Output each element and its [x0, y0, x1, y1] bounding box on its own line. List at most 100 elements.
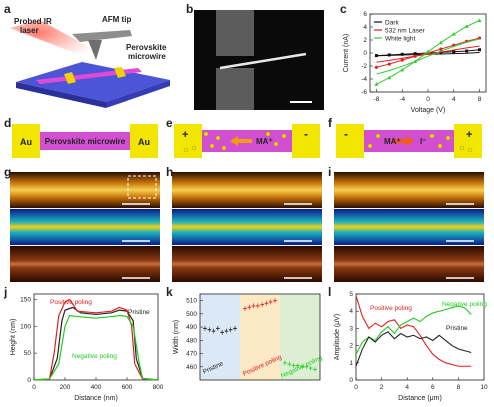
ion-dots-e — [183, 131, 287, 153]
sem-electrode-bottom — [216, 68, 254, 110]
ion-label-f2: I⁻ — [420, 137, 426, 146]
panel-letter-e: e — [166, 116, 173, 130]
data-point-c — [413, 52, 417, 56]
x-axis-label-j: Distance (nm) — [74, 395, 118, 402]
panel-l-amplitude-chart: 0 2 4 6 8 10 0 1 2 3 4 5 Distance (μm) Amplitude (μV)… — [334, 291, 488, 402]
topography-map-g — [10, 172, 160, 208]
panel-letter-g: g — [4, 165, 12, 179]
ir-laser-label-2: laser — [20, 26, 39, 35]
data-point-c — [400, 58, 404, 62]
electrode-left-d — [12, 124, 40, 158]
data-point-c — [439, 47, 443, 51]
y-tick-label-j: 50 — [24, 350, 32, 357]
electrode-left — [64, 72, 76, 84]
sem-electrode-top — [216, 10, 254, 56]
y-axis-label-l: Amplitude (μV) — [334, 314, 341, 360]
y-tick-label-c: -4 — [361, 76, 367, 83]
x-tick-label-l: 4 — [405, 384, 409, 391]
substrate-side — [106, 80, 170, 108]
data-point-c — [400, 52, 404, 56]
x-tick-label-c: 0 — [426, 96, 430, 103]
y-tick-label-c: -6 — [361, 89, 367, 96]
series-line-c — [376, 38, 480, 75]
annotation-negative-l: Negative poling — [442, 301, 487, 308]
x-tick-label-c: 8 — [478, 96, 482, 103]
wire-d — [40, 132, 130, 150]
topography-map-h — [172, 172, 322, 208]
data-point-c — [477, 18, 482, 22]
afm-cantilever — [72, 30, 132, 42]
ion-label-f1: MA⁺ — [384, 137, 401, 146]
ir-laser-label-1: Probed IR — [14, 17, 52, 26]
y-axis-label-k: Width (nm) — [173, 320, 180, 354]
sign-left-e: + — [182, 129, 188, 141]
series-line-l — [355, 295, 472, 367]
afm-tip-label: AFM tip — [102, 15, 131, 24]
x-tick-label-j: 600 — [122, 384, 133, 391]
y-tick-label-c: 0 — [363, 50, 367, 57]
series-line-j — [33, 314, 159, 381]
x-tick-label-c: -8 — [374, 96, 380, 103]
substrate-top — [16, 62, 170, 102]
y-tick-label-j: 100 — [20, 323, 31, 330]
y-tick-label-c: 4 — [363, 24, 367, 31]
data-point-c — [464, 24, 469, 28]
group-band-k — [200, 294, 240, 380]
y-tick-label-l: 5 — [349, 291, 353, 298]
ion-arrow-f — [392, 136, 414, 146]
panel-f-device: - + MA⁺ I⁻ — [336, 124, 482, 158]
annotation-positive-j: Positive poling — [50, 299, 92, 306]
microwire — [36, 68, 142, 84]
annotation-pristine-l: Pristine — [446, 325, 468, 332]
y-tick-label-k: 500 — [186, 311, 197, 318]
x-tick-label-c: -4 — [399, 96, 405, 103]
panel-a-schematic: Probed IR laser AFM tip Perovskite micro… — [10, 15, 170, 108]
x-tick-label-l: 8 — [457, 384, 461, 391]
panel-letter-d: d — [4, 116, 12, 130]
data-point-c — [451, 32, 456, 36]
x-tick-label-j: 800 — [153, 384, 164, 391]
legend-label-c: Dark — [385, 20, 399, 27]
electrode-right-d — [130, 124, 158, 158]
panel-letter-a: a — [4, 2, 11, 16]
series-line-l — [355, 331, 472, 367]
afm-tip — [88, 40, 102, 60]
annotation-positive-l: Positive poling — [370, 305, 412, 312]
substrate-front — [16, 82, 106, 108]
ion-dots-f — [367, 133, 473, 153]
panel-h-afm-maps — [172, 172, 322, 282]
panel-letter-k: k — [166, 285, 173, 299]
x-tick-label-j: 400 — [91, 384, 102, 391]
legend-label-c: 532 nm Laser — [385, 28, 426, 35]
microwire-label-2: microwire — [128, 52, 166, 61]
y-tick-label-k: 490 — [186, 324, 197, 331]
panel-b-sem-image — [194, 10, 324, 110]
data-point-c — [387, 75, 392, 80]
x-tick-label-l: 0 — [354, 384, 358, 391]
data-point-c — [465, 49, 469, 53]
phase-map-h — [172, 246, 322, 282]
panel-letter-i: i — [328, 165, 332, 179]
y-tick-label-c: 2 — [363, 37, 367, 44]
y-tick-label-c: -2 — [361, 63, 367, 70]
series-line-j — [33, 298, 159, 381]
data-point-c — [374, 82, 379, 86]
y-tick-label-c: 6 — [363, 11, 367, 18]
y-tick-label-l: 4 — [349, 308, 353, 315]
data-point-c — [452, 50, 456, 54]
y-tick-label-k: 460 — [186, 364, 197, 371]
data-point-c — [387, 53, 391, 57]
data-point-c — [400, 67, 405, 72]
y-tick-label-k: 510 — [186, 298, 197, 305]
x-axis-label-c: Voltage (V) — [411, 107, 446, 114]
panel-letter-j: j — [4, 285, 8, 299]
data-point-c — [374, 65, 379, 69]
annotation-negative-j: Negative poling — [72, 353, 117, 360]
panel-letter-b: b — [186, 2, 194, 16]
data-point-c — [478, 48, 482, 52]
ion-label-e: MA⁺ — [256, 137, 273, 146]
data-point-c — [438, 40, 443, 45]
data-point-c — [413, 54, 417, 58]
amplitude-map-g — [10, 209, 160, 245]
